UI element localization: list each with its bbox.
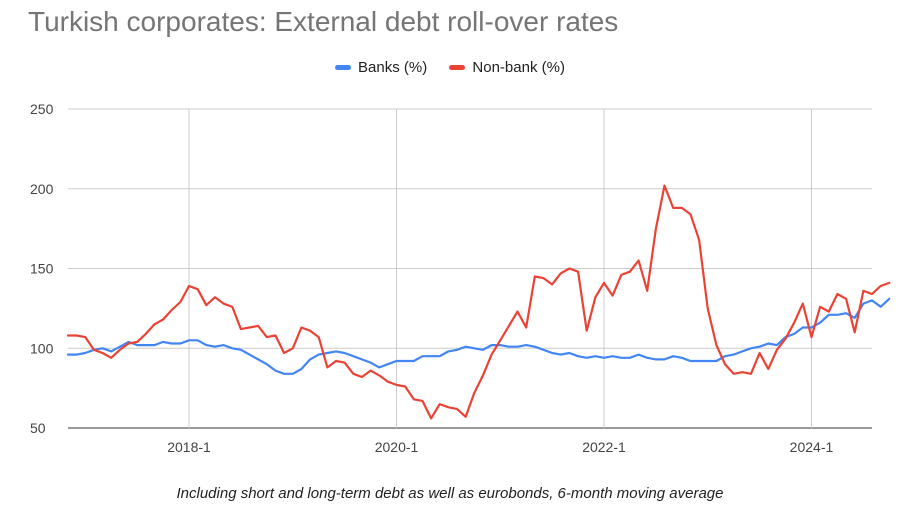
y-tick-label: 250 <box>30 101 54 117</box>
chart-caption: Including short and long-term debt as we… <box>176 485 724 502</box>
chart-title: Turkish corporates: External debt roll-o… <box>28 6 619 37</box>
legend-swatch-banks <box>335 64 352 70</box>
series-line-banks <box>66 297 891 375</box>
legend-swatch-non-bank <box>449 64 466 70</box>
legend-label-non-bank: Non-bank (%) <box>472 59 565 76</box>
x-tick-label: 2022-1 <box>582 439 626 455</box>
legend-item-non-bank[interactable]: Non-bank (%) <box>449 59 565 76</box>
y-tick-label: 100 <box>30 340 54 356</box>
chart-plot: 50 100 150 200 250 2018-1 2020-1 2022-1 2024-1 <box>30 101 891 455</box>
y-tick-label: 50 <box>30 420 46 436</box>
legend: Banks (%) Non-bank (%) <box>0 59 900 76</box>
legend-label-banks: Banks (%) <box>358 59 428 76</box>
y-tick-label: 200 <box>30 181 54 197</box>
legend-item-banks[interactable]: Banks (%) <box>335 59 427 76</box>
x-tick-label: 2024-1 <box>790 439 834 455</box>
y-tick-label: 150 <box>30 261 54 277</box>
x-axis-ticks: 2018-1 2020-1 2022-1 2024-1 <box>167 439 833 455</box>
series-line-non-bank <box>66 184 891 420</box>
x-tick-label: 2020-1 <box>375 439 419 455</box>
gridlines <box>68 108 872 429</box>
y-axis-ticks: 50 100 150 200 250 <box>30 101 54 436</box>
series-lines <box>66 184 891 420</box>
x-tick-label: 2018-1 <box>167 439 211 455</box>
